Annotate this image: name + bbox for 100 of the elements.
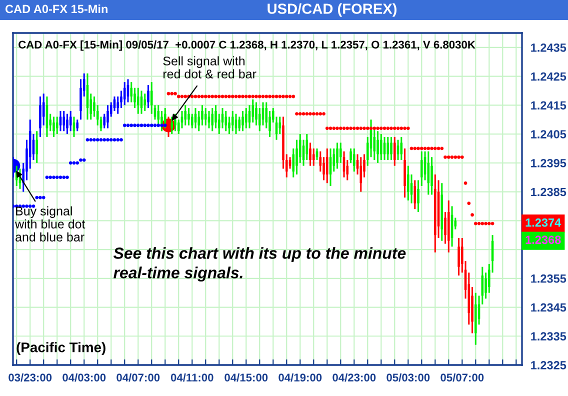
candlestick	[56, 116, 58, 135]
point	[52, 176, 56, 180]
point	[109, 138, 113, 142]
text: CAD A0-FX [15-Min] 09/05/17 +0.0007 C 1.2368, H 1.2370, L 1.2357, O 1.2361, V 6.8030K	[18, 40, 476, 51]
x-tick-label: 03/23:00	[8, 373, 52, 382]
point	[126, 124, 130, 128]
candlestick	[420, 150, 423, 187]
point	[35, 196, 39, 200]
candlestick	[406, 165, 410, 202]
candlestick	[52, 116, 55, 138]
candlestick	[164, 107, 166, 130]
candlestick	[69, 110, 72, 132]
x-tick-label: 04/07:00	[116, 373, 160, 382]
point	[66, 176, 69, 180]
candlestick	[76, 118, 79, 132]
candlestick	[36, 130, 38, 164]
point	[153, 124, 157, 128]
point	[136, 124, 140, 128]
candlestick	[352, 148, 356, 172]
y-tick-label: 1.2385	[531, 188, 566, 196]
candlestick	[396, 139, 400, 161]
annotation: Sell signal with red dot & red bar	[163, 56, 256, 78]
point	[76, 161, 80, 165]
candlestick	[234, 113, 238, 135]
candlestick	[386, 136, 390, 161]
candlestick	[336, 142, 338, 170]
candlestick	[62, 110, 66, 132]
candlestick	[208, 110, 210, 130]
point	[122, 124, 126, 128]
candlestick	[184, 104, 187, 126]
candlestick	[242, 110, 244, 132]
candlestick	[326, 148, 328, 184]
text: CAD A0-FX 15-Min	[5, 4, 108, 14]
point	[55, 176, 59, 180]
y-tick-label: 1.2425	[531, 72, 566, 81]
y-tick-label: 1.2325	[531, 361, 566, 370]
point	[82, 158, 86, 162]
candlestick	[244, 107, 248, 130]
point	[102, 138, 106, 142]
text: 1.2374	[526, 218, 562, 227]
y-tick-label: 1.2405	[531, 130, 566, 138]
candlestick	[417, 179, 420, 213]
point	[72, 161, 76, 165]
candlestick	[136, 87, 140, 115]
point	[68, 161, 72, 165]
point	[143, 124, 147, 128]
point	[38, 196, 42, 200]
point	[160, 124, 164, 128]
candlestick	[339, 142, 342, 164]
y-tick-label: 1.2355	[531, 274, 566, 283]
point	[62, 176, 66, 180]
y-tick-label: 1.2345	[531, 303, 566, 312]
point	[146, 124, 150, 128]
point	[42, 196, 46, 200]
y-tick-label: 1.2395	[531, 158, 566, 168]
candlestick	[144, 92, 146, 112]
chart-title: USD/CAD (FOREX)	[268, 3, 396, 17]
point	[156, 124, 160, 128]
candlestick	[211, 107, 214, 132]
x-tick-label: 05/07:00	[440, 373, 484, 382]
candlestick	[360, 156, 362, 193]
text: 1.2368	[526, 236, 561, 244]
x-tick-label: 04/15:00	[224, 373, 268, 382]
point	[120, 138, 123, 142]
x-tick-label: 04/11:00	[170, 373, 214, 382]
candlestick	[66, 113, 68, 135]
candlestick	[231, 110, 234, 132]
point	[150, 124, 154, 128]
candlestick	[383, 136, 386, 161]
candlestick	[147, 84, 150, 109]
candlestick	[380, 133, 382, 161]
point	[45, 176, 49, 180]
candlestick	[393, 136, 396, 167]
y-tick-label: 1.2415	[531, 101, 566, 110]
point	[86, 138, 90, 142]
point	[48, 176, 52, 180]
candlestick	[458, 237, 460, 276]
candlestick	[400, 136, 403, 161]
point	[140, 124, 144, 128]
point	[163, 124, 167, 128]
candlestick	[188, 107, 190, 126]
candlestick	[123, 81, 126, 106]
point	[116, 138, 120, 142]
candlestick	[224, 110, 228, 132]
point	[79, 158, 82, 162]
point	[130, 124, 134, 128]
candlestick	[390, 136, 392, 161]
point	[99, 138, 103, 142]
candlestick	[59, 110, 62, 132]
annotation: (Pacific Time)	[16, 342, 106, 356]
candlestick	[204, 107, 207, 126]
point	[96, 138, 100, 142]
y-tick-label: 1.2435	[531, 43, 566, 52]
candlestick	[174, 113, 176, 132]
y-tick-label: 1.2335	[531, 332, 566, 341]
x-tick-label: 04/19:00	[278, 373, 322, 382]
annotation: Buy signal with blue dot and blue bar	[15, 206, 86, 242]
candlestick	[427, 150, 430, 196]
point	[106, 138, 110, 142]
candlestick	[444, 211, 446, 245]
